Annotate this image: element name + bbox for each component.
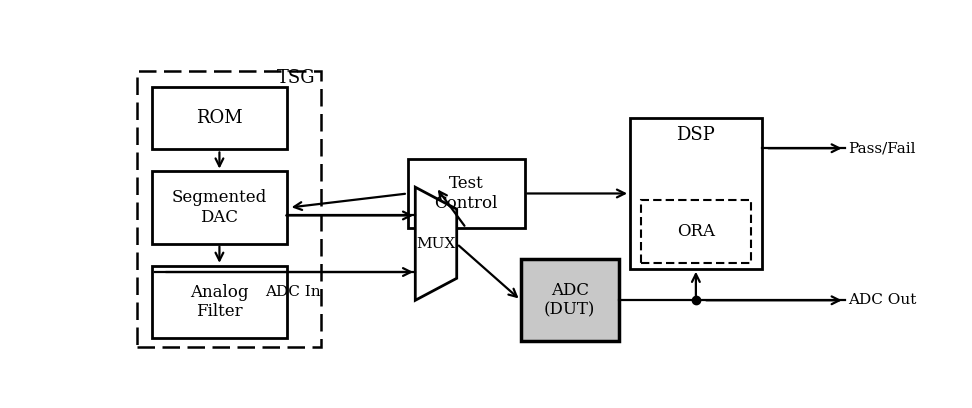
Text: DSP: DSP: [677, 126, 715, 144]
Bar: [136, 71, 321, 348]
Bar: [408, 159, 525, 228]
Bar: [152, 171, 288, 244]
Text: Analog
Filter: Analog Filter: [191, 284, 249, 320]
Bar: [152, 86, 288, 149]
Text: Pass/Fail: Pass/Fail: [849, 141, 916, 155]
Text: ADC Out: ADC Out: [849, 293, 917, 307]
Text: ROM: ROM: [196, 109, 243, 127]
Text: ADC In: ADC In: [265, 285, 321, 299]
Text: ORA: ORA: [677, 223, 714, 239]
Text: TSG: TSG: [277, 69, 316, 87]
Text: ADC
(DUT): ADC (DUT): [544, 282, 596, 319]
Polygon shape: [415, 187, 457, 300]
Text: Segmented
DAC: Segmented DAC: [172, 189, 267, 226]
Bar: [642, 200, 750, 263]
Bar: [152, 266, 288, 338]
Bar: [521, 259, 619, 341]
Text: Test
Control: Test Control: [434, 175, 498, 212]
Text: MUX: MUX: [416, 237, 456, 251]
Bar: [630, 118, 762, 269]
